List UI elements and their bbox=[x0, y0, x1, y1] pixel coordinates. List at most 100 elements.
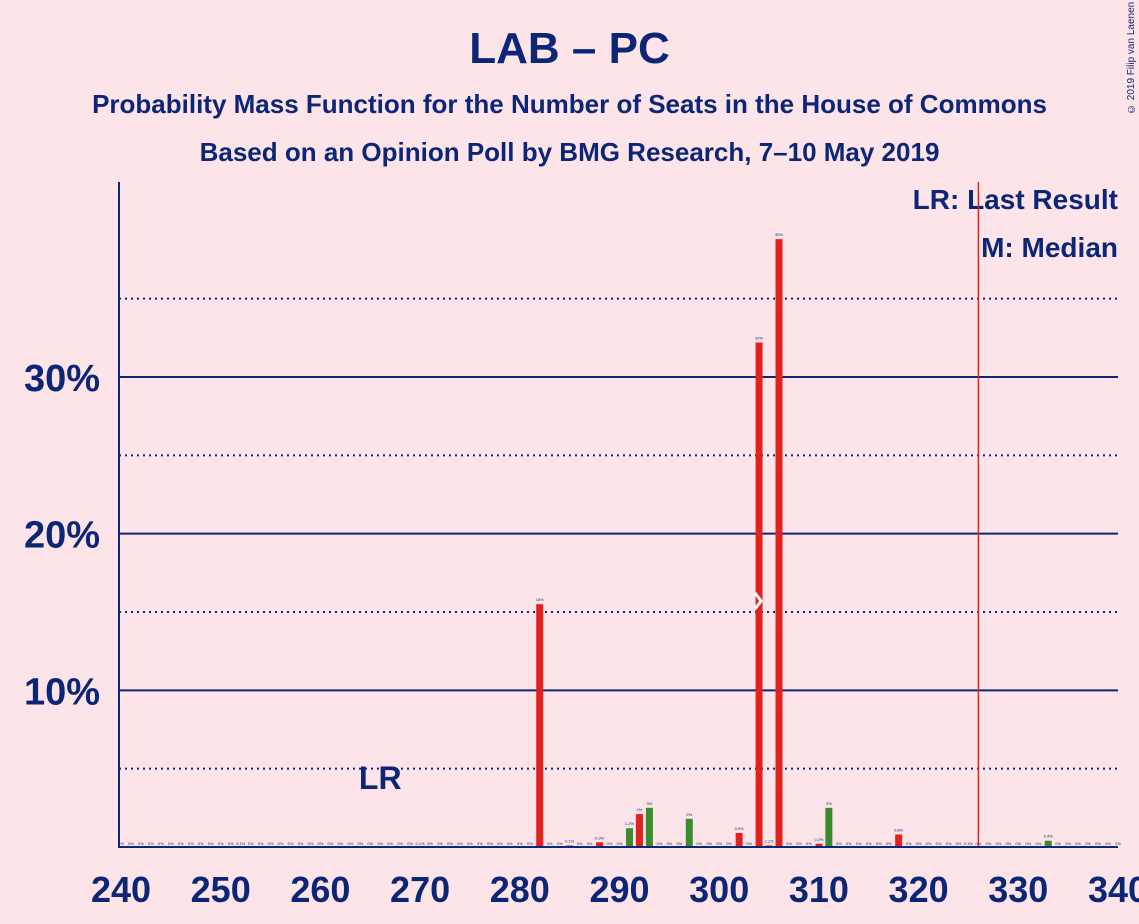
zero-label: 0% bbox=[936, 841, 942, 846]
zero-label: 0% bbox=[696, 841, 702, 846]
bar-value-label: 3% bbox=[826, 801, 832, 806]
zero-label: 0% bbox=[946, 841, 952, 846]
zero-label: 0% bbox=[347, 841, 353, 846]
bar-value-label: 0.1% bbox=[416, 841, 426, 846]
x-tick-label: 340 bbox=[1088, 869, 1139, 910]
median-marker bbox=[753, 592, 763, 610]
bar-value-label: 2% bbox=[637, 807, 643, 812]
bar-seat-318 bbox=[895, 834, 903, 847]
bar-value-label: 32% bbox=[755, 336, 763, 341]
zero-label: 0% bbox=[457, 841, 463, 846]
bar-seat-333 bbox=[1044, 840, 1052, 847]
bar-seat-306 bbox=[775, 239, 783, 848]
bar-seat-304 bbox=[755, 342, 763, 847]
x-tick-label: 290 bbox=[589, 869, 649, 910]
bar-value-label: 0.9% bbox=[735, 826, 745, 831]
bar-value-label: 0.1% bbox=[764, 838, 774, 843]
zero-label: 0% bbox=[517, 841, 523, 846]
zero-label: 0% bbox=[786, 841, 792, 846]
zero-label: 0% bbox=[666, 841, 672, 846]
zero-label: 0% bbox=[916, 841, 922, 846]
zero-label: 0% bbox=[487, 841, 493, 846]
bar-seat-293 bbox=[645, 807, 653, 847]
bar-seat-288 bbox=[596, 842, 604, 847]
legend-last-result: LR: Last Result bbox=[912, 184, 1118, 215]
zero-label: 0% bbox=[746, 841, 752, 846]
zero-label: 0% bbox=[806, 841, 812, 846]
zero-label: 0% bbox=[327, 841, 333, 846]
zero-label: 0% bbox=[577, 841, 583, 846]
x-tick-label: 300 bbox=[689, 869, 749, 910]
x-tick-label: 240 bbox=[91, 869, 151, 910]
zero-label: 0% bbox=[676, 841, 682, 846]
legend-median: M: Median bbox=[981, 232, 1118, 263]
bar-seat-311 bbox=[825, 807, 833, 847]
bar-seat-292 bbox=[635, 814, 643, 847]
zero-label: 0% bbox=[846, 841, 852, 846]
bar-value-label: 0.2% bbox=[814, 837, 824, 842]
zero-label: 0% bbox=[337, 841, 343, 846]
zero-label: 0% bbox=[118, 841, 124, 846]
zero-label: 0% bbox=[188, 841, 194, 846]
x-tick-label: 270 bbox=[390, 869, 450, 910]
zero-label: 0% bbox=[706, 841, 712, 846]
y-tick-label: 10% bbox=[24, 671, 100, 713]
bar-seat-282 bbox=[536, 604, 544, 847]
zero-label: 0% bbox=[926, 841, 932, 846]
zero-label: 0% bbox=[726, 841, 732, 846]
zero-label: 0% bbox=[178, 841, 184, 846]
bar-value-label: 16% bbox=[536, 597, 544, 602]
zero-label: 0% bbox=[1015, 841, 1021, 846]
zero-label: 0% bbox=[876, 841, 882, 846]
x-tick-label: 330 bbox=[988, 869, 1048, 910]
bar-value-label: 0.1% bbox=[236, 841, 246, 846]
zero-label: 0% bbox=[866, 841, 872, 846]
zero-label: 0% bbox=[1105, 841, 1111, 846]
x-tick-label: 320 bbox=[889, 869, 949, 910]
zero-label: 0% bbox=[1095, 841, 1101, 846]
zero-label: 0% bbox=[407, 841, 413, 846]
zero-label: 0% bbox=[248, 841, 254, 846]
zero-label: 0% bbox=[198, 841, 204, 846]
bar-seat-302 bbox=[735, 832, 743, 847]
y-tick-label: 20% bbox=[24, 515, 100, 557]
zero-label: 0% bbox=[1005, 841, 1011, 846]
zero-label: 0% bbox=[437, 841, 443, 846]
zero-label: 0% bbox=[527, 841, 533, 846]
zero-label: 0% bbox=[547, 841, 553, 846]
zero-label: 0% bbox=[258, 841, 264, 846]
zero-label: 0% bbox=[477, 841, 483, 846]
zero-label: 0% bbox=[367, 841, 373, 846]
zero-label: 0% bbox=[278, 841, 284, 846]
zero-label: 0% bbox=[397, 841, 403, 846]
zero-label: 0% bbox=[716, 841, 722, 846]
zero-label: 0% bbox=[228, 841, 234, 846]
y-tick-label: 30% bbox=[24, 358, 100, 400]
bar-value-label: 0.1% bbox=[565, 838, 575, 843]
chart-subtitle-poll: Based on an Opinion Poll by BMG Research… bbox=[199, 137, 940, 167]
zero-label: 0% bbox=[557, 841, 563, 846]
zero-label: 0% bbox=[148, 841, 154, 846]
bar-value-label: 0.8% bbox=[894, 827, 904, 832]
x-tick-label: 310 bbox=[789, 869, 849, 910]
bar-value-label: 39% bbox=[775, 232, 783, 237]
last-result-marker: LR bbox=[359, 760, 402, 796]
zero-label: 0% bbox=[318, 841, 324, 846]
zero-label: 0% bbox=[956, 841, 962, 846]
bar-value-label: 0.1% bbox=[964, 841, 974, 846]
bar-seat-297 bbox=[685, 818, 693, 847]
bar-value-label: 3% bbox=[647, 801, 653, 806]
bar-value-label: 1.2% bbox=[625, 821, 635, 826]
chart-subtitle: Probability Mass Function for the Number… bbox=[92, 89, 1047, 119]
zero-label: 0% bbox=[1025, 841, 1031, 846]
zero-label: 0% bbox=[617, 841, 623, 846]
zero-label: 0% bbox=[656, 841, 662, 846]
zero-label: 0% bbox=[308, 841, 314, 846]
zero-label: 0% bbox=[447, 841, 453, 846]
bar-seat-291 bbox=[625, 828, 633, 847]
bar-value-label: 0.3% bbox=[595, 835, 605, 840]
x-tick-label: 260 bbox=[290, 869, 350, 910]
zero-label: 0% bbox=[856, 841, 862, 846]
bar-value-label: 2% bbox=[686, 812, 692, 817]
zero-label: 0% bbox=[1115, 841, 1121, 846]
